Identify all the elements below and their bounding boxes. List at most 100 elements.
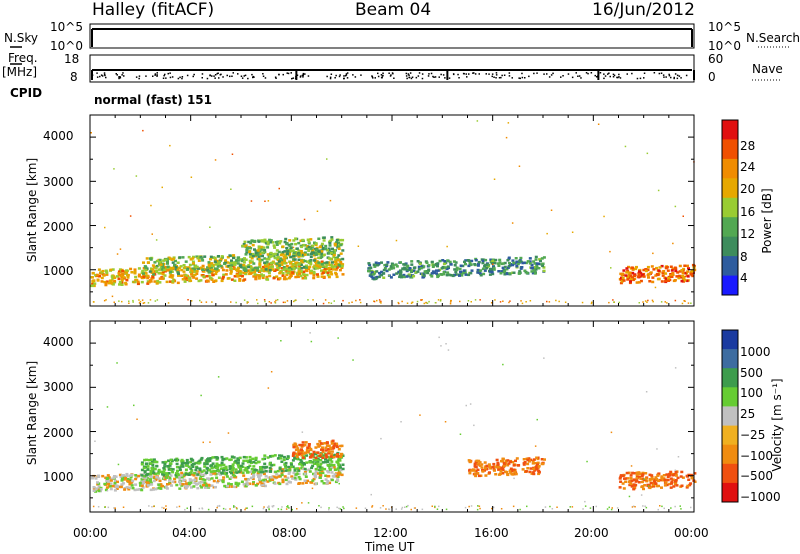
data-cell: [436, 274, 440, 277]
data-cell: [322, 236, 326, 239]
data-cell: [690, 473, 694, 477]
data-cell: [405, 268, 409, 272]
clutter-cell: [359, 301, 362, 304]
data-cell: [111, 484, 115, 488]
data-cell: [289, 262, 293, 265]
data-cell: [278, 271, 282, 274]
data-cell: [316, 465, 320, 469]
scatter-cell: [217, 376, 220, 378]
data-cell: [283, 259, 287, 262]
data-cell: [335, 238, 339, 242]
data-cell: [189, 480, 193, 483]
scatter-cell: [571, 231, 574, 233]
data-cell: [297, 254, 301, 258]
data-cell: [453, 264, 457, 267]
data-cell: [317, 256, 321, 260]
data-cell: [318, 476, 322, 479]
vel-cb-500: 500: [740, 366, 763, 380]
clutter-cell: [651, 299, 654, 302]
colorbar-segment: [722, 120, 738, 140]
data-cell: [477, 262, 480, 266]
data-cell: [203, 465, 207, 468]
data-cell: [482, 272, 486, 276]
data-cell: [265, 278, 269, 281]
data-cell: [675, 275, 679, 278]
data-cell: [184, 473, 188, 476]
data-cell: [383, 263, 387, 267]
data-cell: [328, 266, 331, 270]
data-cell: [367, 269, 370, 273]
clutter-cell: [416, 300, 419, 303]
data-cell: [254, 457, 258, 460]
data-cell: [261, 470, 265, 474]
data-cell: [249, 266, 253, 270]
data-cell: [210, 484, 214, 487]
data-cell: [497, 270, 501, 273]
data-cell: [260, 468, 264, 471]
data-cell: [125, 474, 129, 478]
scatter-cell: [652, 252, 654, 255]
data-cell: [309, 262, 313, 266]
data-cell: [112, 476, 116, 479]
data-cell: [288, 467, 292, 470]
data-cell: [339, 238, 342, 242]
data-cell: [170, 484, 173, 487]
clutter-cell: [148, 505, 150, 507]
data-cell: [320, 250, 324, 253]
clutter-cell: [351, 301, 353, 303]
colorbar-segment: [722, 425, 738, 446]
data-cell: [324, 460, 327, 464]
data-cell: [179, 464, 183, 468]
nave-dot: [115, 73, 117, 75]
data-cell: [652, 479, 656, 483]
data-cell: [262, 478, 266, 482]
data-cell: [193, 478, 197, 482]
data-cell: [180, 476, 184, 479]
clutter-cell: [459, 300, 461, 303]
data-cell: [205, 275, 209, 278]
data-cell: [99, 487, 103, 491]
data-cell: [300, 444, 304, 447]
data-cell: [251, 254, 255, 258]
data-cell: [307, 245, 311, 249]
data-cell: [507, 265, 511, 268]
clutter-cell: [330, 302, 333, 304]
data-cell: [542, 269, 546, 273]
data-cell: [685, 486, 689, 489]
x-axis-label: Time UT: [365, 540, 415, 554]
scatter-cell: [473, 424, 475, 427]
clutter-cell: [406, 302, 409, 304]
vel-cb-1000: 1000: [740, 345, 771, 359]
data-cell: [213, 267, 217, 270]
data-cell: [260, 273, 263, 276]
data-cell: [315, 462, 319, 465]
data-cell: [523, 269, 527, 272]
scatter-cell: [647, 485, 650, 487]
data-cell: [178, 487, 182, 490]
nave-dot: [181, 77, 183, 80]
data-cell: [665, 483, 669, 487]
colorbar-segment: [722, 158, 738, 179]
data-cell: [131, 479, 135, 483]
data-cell: [225, 472, 229, 475]
data-cell: [148, 257, 152, 260]
data-cell: [207, 484, 211, 487]
data-cell: [329, 468, 332, 471]
data-cell: [503, 261, 507, 265]
nsky-label: N.Sky: [4, 31, 39, 45]
data-cell: [334, 268, 338, 271]
data-cell: [394, 263, 398, 266]
data-cell: [326, 480, 330, 483]
noise-right-bottom-tick: 10^0: [708, 39, 741, 53]
data-cell: [686, 475, 690, 478]
scatter-cell: [440, 345, 442, 347]
data-cell: [284, 277, 288, 281]
mhz-label: [MHz]: [2, 65, 38, 79]
data-cell: [195, 483, 199, 486]
data-cell: [334, 263, 338, 266]
nave-dot: [528, 75, 530, 78]
data-cell: [301, 244, 305, 247]
data-cell: [503, 470, 507, 473]
nave-dot: [206, 77, 209, 80]
data-cell: [406, 264, 410, 268]
